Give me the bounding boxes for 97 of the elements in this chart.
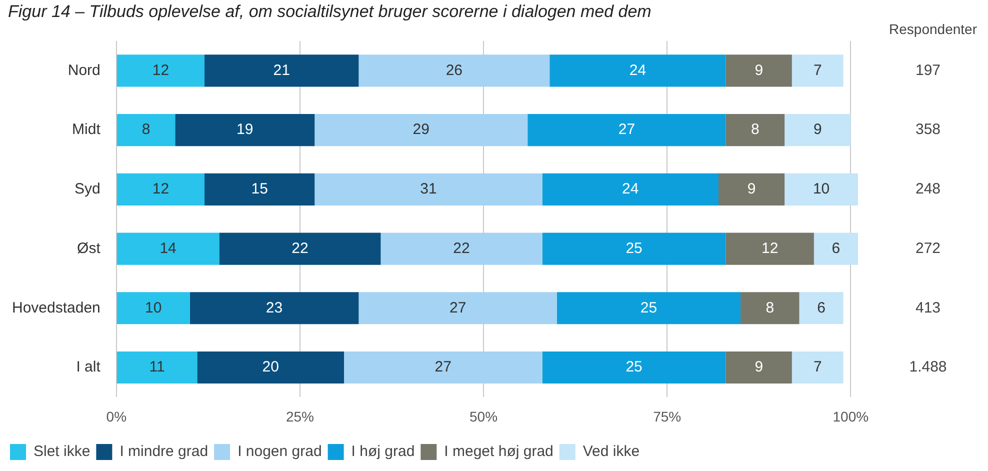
data-label: 12 — [762, 240, 778, 257]
bar — [814, 232, 858, 265]
bar — [116, 54, 205, 87]
bar — [556, 292, 741, 324]
x-tick-label: 75% — [653, 408, 682, 424]
bar — [358, 54, 550, 87]
text: 358 — [915, 121, 941, 138]
text: 197 — [915, 62, 941, 79]
data-label: 24 — [622, 180, 639, 198]
bar — [528, 114, 726, 146]
bar — [314, 173, 542, 206]
x-tick-label: 100% — [832, 408, 869, 424]
text: Respondenter — [889, 20, 978, 37]
chart-title: Figur 14 – Tilbuds oplevelse af, om socialtilsynet bruger scorerne i dialogen med dem — [8, 2, 652, 21]
data-label: 6 — [832, 240, 840, 257]
data-label: 26 — [446, 62, 462, 79]
bar — [116, 351, 198, 384]
data-label: 24 — [629, 62, 646, 79]
data-label: 12 — [152, 62, 170, 79]
data-label: 9 — [747, 180, 756, 198]
legend-label: I høj grad — [351, 443, 415, 460]
bar — [116, 232, 220, 265]
bar — [718, 173, 785, 206]
x-tick-label: 25% — [286, 408, 314, 424]
data-label: 15 — [251, 180, 268, 198]
bar — [784, 114, 851, 146]
data-label: 10 — [145, 299, 162, 316]
data-label: 6 — [817, 299, 826, 316]
y-tick-label: I alt — [76, 358, 102, 376]
bar — [116, 114, 176, 146]
data-label: 25 — [626, 358, 642, 376]
bar — [726, 351, 792, 384]
x-tick-label: 0% — [106, 408, 127, 424]
bar — [542, 232, 726, 265]
bar — [175, 114, 315, 146]
bar — [116, 173, 205, 206]
bar — [799, 292, 844, 324]
data-label: 9 — [754, 62, 764, 79]
data-label: 27 — [449, 299, 466, 316]
bar — [358, 292, 557, 324]
bar — [116, 292, 190, 324]
bar — [314, 114, 528, 146]
text: 1.488 — [909, 358, 947, 376]
bar — [726, 232, 814, 265]
data-label: 7 — [813, 358, 822, 376]
bar — [197, 351, 344, 384]
legend-label: Ved ikke — [582, 443, 640, 460]
bar — [792, 351, 844, 384]
bar — [542, 173, 718, 206]
bar — [380, 232, 542, 265]
data-label: 8 — [766, 299, 774, 316]
data-label: 22 — [292, 240, 308, 257]
legend-label: I meget høj grad — [444, 443, 554, 460]
data-label: 23 — [266, 299, 283, 316]
data-label: 8 — [751, 121, 760, 138]
data-label: 31 — [420, 180, 437, 198]
data-label: 25 — [626, 240, 642, 257]
data-label: 27 — [618, 121, 636, 138]
data-label: 14 — [160, 240, 176, 257]
bar — [726, 114, 785, 146]
text: 272 — [915, 240, 941, 257]
data-label: 21 — [273, 62, 290, 79]
data-label: 9 — [813, 121, 822, 138]
data-label: 12 — [152, 180, 170, 198]
bar — [792, 54, 844, 87]
data-label: 9 — [754, 358, 764, 376]
data-label: 20 — [262, 358, 279, 376]
y-tick-label: Hovedstaden — [12, 299, 100, 316]
data-label: 8 — [142, 121, 150, 138]
bar — [219, 232, 381, 265]
legend-label: I nogen grad — [238, 443, 322, 460]
bar — [542, 351, 726, 384]
data-label: 29 — [412, 121, 430, 138]
data-label: 25 — [640, 299, 658, 316]
data-label: 27 — [434, 358, 452, 376]
x-tick-label: 50% — [470, 408, 498, 424]
data-label: 19 — [236, 121, 254, 138]
y-tick-label: Øst — [77, 240, 102, 257]
text: 248 — [915, 180, 941, 198]
bar — [784, 173, 858, 206]
bar — [204, 54, 359, 87]
y-tick-label: Syd — [74, 180, 100, 198]
data-label: 7 — [813, 62, 822, 79]
legend-label: Slet ikke — [34, 443, 90, 460]
bar — [204, 173, 315, 206]
data-label: 10 — [812, 180, 830, 198]
bar — [344, 351, 542, 384]
y-tick-label: Midt — [72, 121, 102, 138]
bar — [550, 54, 726, 87]
text: 413 — [915, 299, 941, 316]
data-label: 11 — [149, 358, 165, 376]
bar — [190, 292, 359, 324]
y-tick-label: Nord — [68, 62, 100, 79]
data-label: 22 — [453, 240, 470, 257]
bar — [726, 54, 792, 87]
legend-label: I mindre grad — [120, 443, 208, 460]
bar — [740, 292, 800, 324]
